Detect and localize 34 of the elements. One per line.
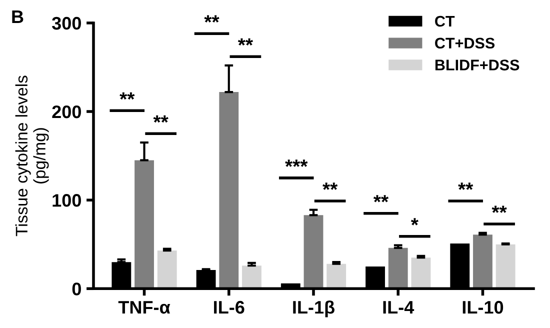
bar — [388, 248, 408, 289]
x-tick-label: IL-4 — [383, 301, 414, 314]
annotation: ** — [153, 115, 168, 123]
bar — [304, 215, 324, 289]
chart-title: B — [12, 10, 24, 23]
y-tick-label: 300 — [52, 16, 81, 30]
x-tick-label: TNF-α — [118, 301, 170, 314]
annotation: ** — [120, 92, 135, 100]
annotation: ** — [238, 38, 253, 46]
legend-label: CT+DSS — [435, 38, 495, 49]
bar — [473, 234, 492, 289]
text: ** — [204, 15, 220, 23]
bar — [157, 250, 177, 289]
y-tick-label: 200 — [52, 105, 81, 118]
annotation: * — [410, 218, 418, 226]
x-tick-label: IL-6 — [214, 300, 244, 314]
annotation: *** — [285, 160, 308, 167]
bar — [219, 92, 239, 289]
legend-label: CT — [435, 16, 455, 27]
bar — [242, 266, 262, 289]
annotation: ** — [322, 182, 338, 190]
annotation: ** — [458, 182, 474, 190]
bar — [134, 160, 154, 289]
y-tick-label: 0 — [72, 282, 81, 296]
legend-label: BLIDF+DSS — [435, 60, 520, 70]
y-tick-label: 100 — [52, 194, 81, 207]
bar — [411, 258, 431, 289]
annotation: ** — [373, 195, 389, 202]
bar — [326, 264, 346, 289]
annotation: ** — [492, 206, 507, 213]
y-axis-title: Tissue cytokine levels (pg/mg) — [15, 76, 49, 236]
x-tick-label: IL-1β — [293, 300, 334, 318]
x-tick-label: IL-10 — [462, 300, 504, 314]
bar — [496, 244, 516, 289]
